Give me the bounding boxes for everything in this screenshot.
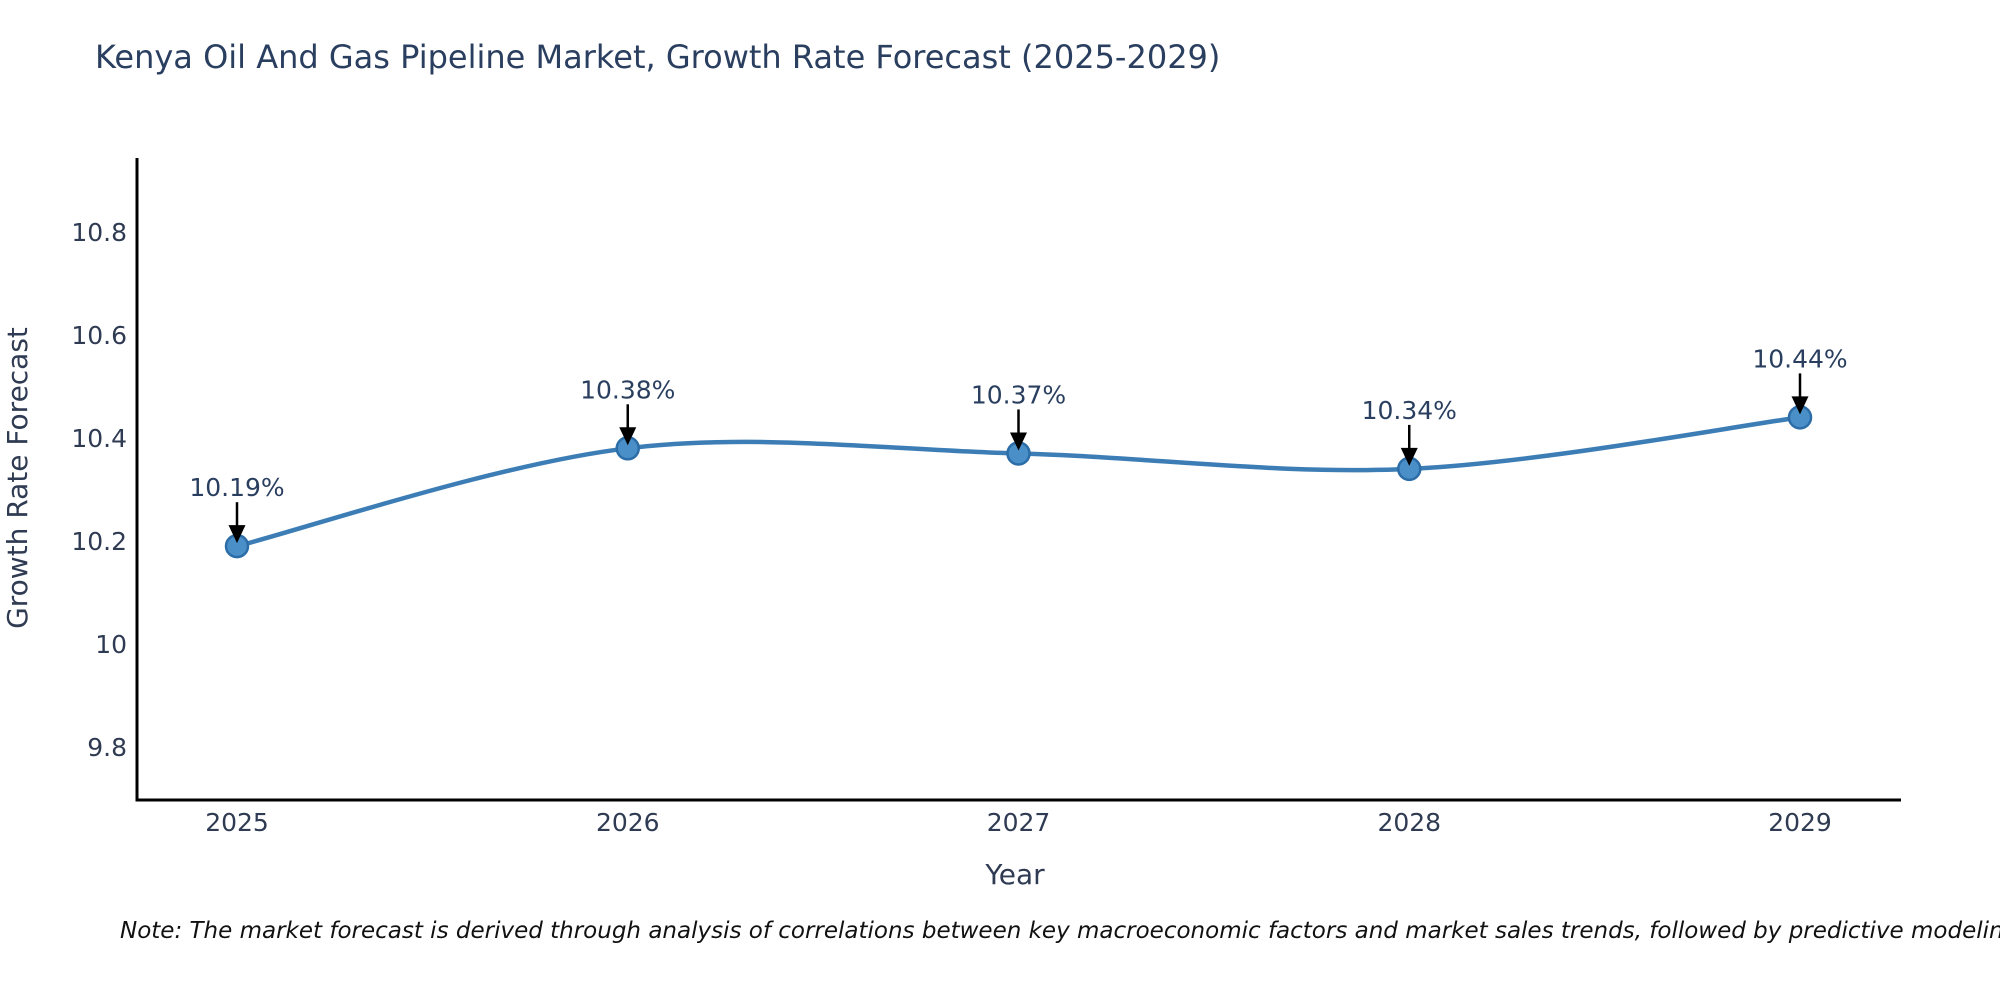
x-tick-label: 2025 — [205, 808, 269, 837]
y-tick-label: 10.2 — [71, 527, 127, 556]
chart-title: Kenya Oil And Gas Pipeline Market, Growt… — [95, 38, 1221, 76]
data-point-label: 10.44% — [1752, 344, 1847, 373]
annotation-arrowhead-icon — [228, 525, 246, 544]
annotation-arrowhead-icon — [619, 427, 637, 446]
x-axis-title: Year — [984, 858, 1045, 891]
y-tick-label: 10 — [95, 630, 127, 659]
footnote: Note: The market forecast is derived thr… — [120, 918, 2000, 944]
annotation-arrowhead-icon — [1400, 447, 1418, 466]
y-axis-title: Growth Rate Forecast — [1, 327, 34, 629]
x-tick-label: 2029 — [1768, 808, 1832, 837]
annotation-arrowhead-icon — [1791, 396, 1809, 415]
data-point-label: 10.38% — [580, 375, 675, 404]
y-tick-label: 10.8 — [71, 218, 127, 247]
y-tick-label: 10.6 — [71, 321, 127, 350]
y-tick-label: 9.8 — [87, 733, 127, 762]
data-point-label: 10.19% — [189, 473, 284, 502]
x-tick-label: 2027 — [987, 808, 1051, 837]
annotation-arrowhead-icon — [1010, 432, 1027, 451]
x-tick-label: 2028 — [1377, 808, 1441, 837]
y-tick-label: 10.4 — [71, 424, 127, 453]
data-point-label: 10.34% — [1362, 396, 1457, 425]
data-point-label: 10.37% — [971, 380, 1066, 409]
x-tick-label: 2026 — [596, 808, 660, 837]
